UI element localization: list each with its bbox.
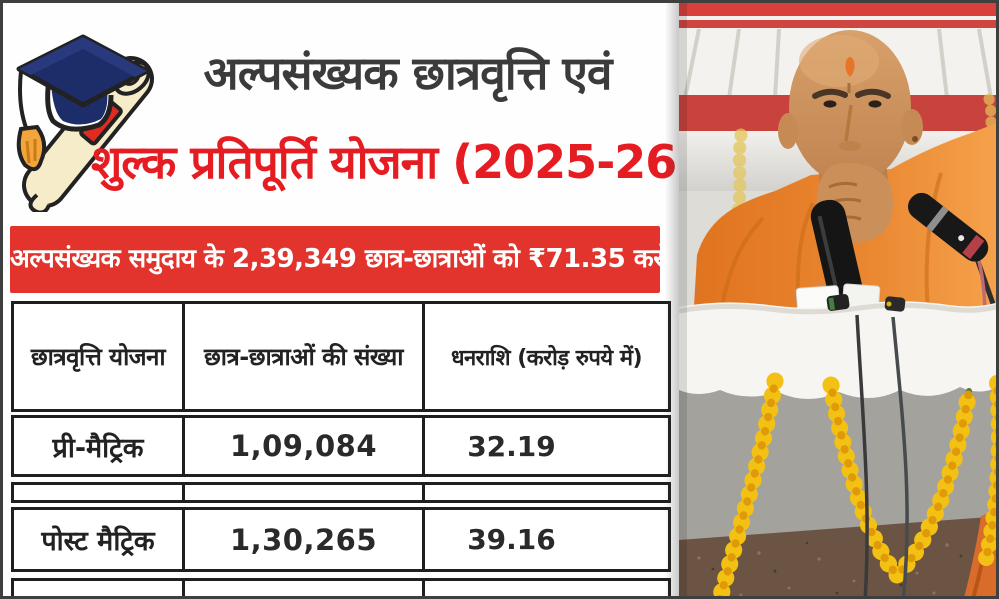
empty-cell [425,581,668,596]
empty-cell [425,485,668,500]
table-row-pre-matric: प्री-मैट्रिक 1,09,084 32.19 [11,415,671,477]
empty-cell [185,581,425,596]
highlight-banner: अल्पसंख्यक समुदाय के 2,39,349 छात्र-छात्… [10,226,791,293]
speaker-at-podium-photo [679,3,996,596]
column-header-amount: धनराशि (करोड़ रुपये में) [450,345,643,371]
table-empty-bottom-row [11,578,671,596]
title-line-1: अल्पसंख्यक छात्रवृत्ति एवं [203,46,613,100]
empty-cell [185,485,425,500]
title-line-2: शुल्क प्रतिपूर्ति योजना (2025-26) [91,135,697,189]
tilak [845,57,855,77]
students-count: 1,30,265 [185,510,425,569]
table-header-row: छात्रवृत्ति योजना छात्र-छात्राओं की संख्… [11,301,671,412]
column-header-scheme: छात्रवृत्ति योजना [14,304,185,409]
empty-cell [14,581,185,596]
amount-value: 39.16 [467,523,556,556]
column-header-students: छात्र-छात्राओं की संख्या [185,304,425,409]
scheme-name: पोस्ट मैट्रिक [14,510,185,569]
table-spacer-row [11,482,671,503]
left-ear [778,113,798,149]
right-ear [901,109,923,145]
speaker-figure [693,30,996,324]
marigold-garlands [711,372,996,596]
info-panel: अल्पसंख्यक छात्रवृत्ति एवं शुल्क प्रतिपू… [3,3,791,596]
empty-cell [14,485,185,500]
graduation-cap [16,34,150,172]
mic-clamp-icons [826,294,906,312]
photo-left-shade [679,3,687,596]
amount-value: 32.19 [467,429,556,463]
podium [679,283,996,399]
graduation-cap-diploma-icon [16,34,154,212]
table-row-post-matric: पोस्ट मैट्रिक 1,30,265 39.16 [11,507,671,572]
scheme-name: प्री-मैट्रिक [14,418,185,474]
mic-cables [855,314,909,596]
panel-edge-shadow [665,3,679,596]
students-count: 1,09,084 [185,418,425,474]
